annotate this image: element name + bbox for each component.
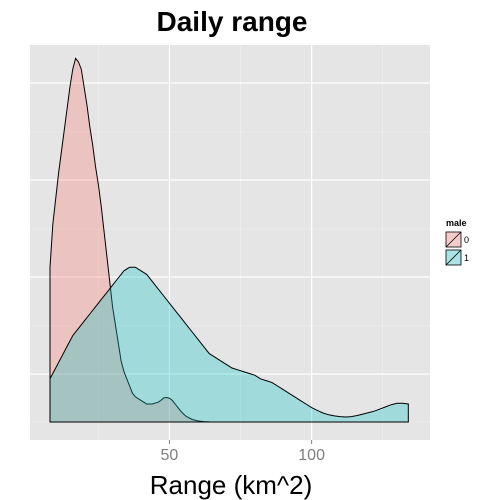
x-tick-label: 50 (161, 447, 179, 464)
density-area-0 (49, 57, 215, 423)
x-tick-label: 100 (298, 447, 325, 464)
legend: 01 (444, 230, 469, 267)
legend-label-1: 1 (464, 253, 469, 263)
legend-label-0: 0 (464, 235, 469, 245)
legend-slash-1 (445, 249, 462, 266)
density-area-1 (49, 266, 409, 423)
x-axis-label: Range (km^2) (150, 470, 312, 500)
legend-title: male (446, 218, 467, 228)
density-areas (49, 57, 409, 423)
x-axis-ticks: 50 100 (161, 440, 325, 464)
legend-slash-0 (445, 231, 462, 248)
chart-title: Daily range (157, 6, 308, 37)
